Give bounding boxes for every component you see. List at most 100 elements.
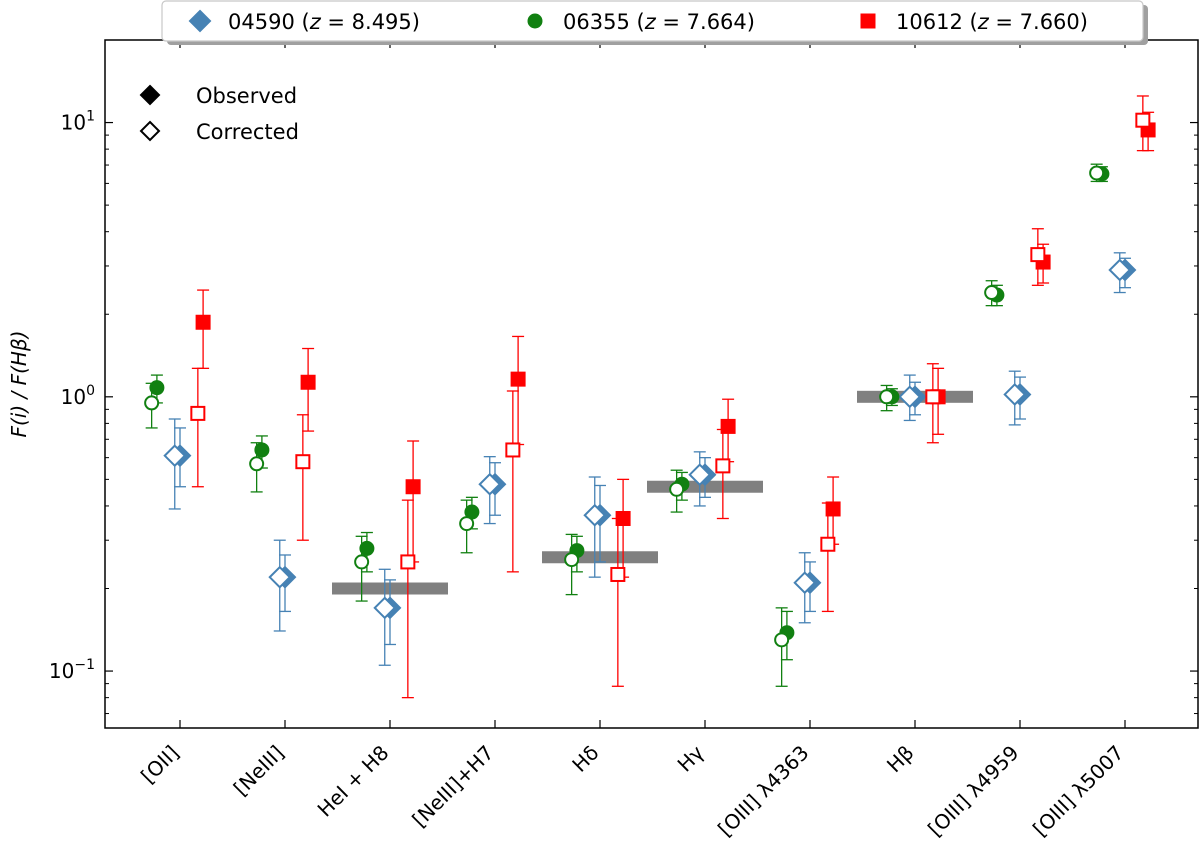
corrected-marker [898, 385, 922, 409]
data-point-10612 [405, 440, 421, 563]
corrected-marker [249, 456, 265, 472]
x-category-label: [OIII] λ4363 [713, 741, 814, 842]
data-point-10612 [715, 428, 731, 520]
legend-label-04590: 04590 (z = 8.495) [228, 10, 420, 34]
data-point-04590 [163, 418, 187, 510]
corrected-marker [1030, 247, 1046, 263]
data-point-04590 [1003, 370, 1027, 426]
observed-marker [825, 501, 841, 517]
data-point-06355 [669, 469, 685, 513]
legend-marker-06355 [527, 13, 543, 29]
corrected-marker [144, 395, 160, 411]
data-point-06355 [144, 382, 160, 429]
corrected-legend-marker [139, 120, 161, 142]
corrected-marker [1108, 258, 1132, 282]
data-point-04590 [688, 451, 712, 507]
corrected-marker [793, 571, 817, 595]
data-point-04590 [793, 552, 817, 624]
data-point-06355 [354, 535, 370, 602]
corrected-marker [610, 566, 626, 582]
corrected-marker [295, 454, 311, 470]
data-point-04590 [583, 476, 607, 578]
data-point-10612 [195, 289, 211, 369]
series-legend: 04590 (z = 8.495) 06355 (z = 7.664) 10612 … [161, 0, 1148, 45]
legend-label-06355: 06355 (z = 7.664) [563, 10, 755, 34]
data-point-10612 [1135, 95, 1151, 152]
data-point-10612 [925, 363, 941, 444]
data-point-04590 [1108, 252, 1132, 294]
plot-area [105, 40, 1198, 728]
corrected-marker [354, 554, 370, 570]
x-category-label: Hγ [673, 740, 709, 776]
corrected-marker [669, 481, 685, 497]
x-category-label: HeI + H8 [313, 741, 394, 822]
corrected-marker [1003, 383, 1027, 406]
corrected-marker [564, 552, 580, 568]
data-point-04590 [478, 456, 502, 525]
corrected-marker [268, 565, 292, 589]
corrected-marker [478, 472, 502, 496]
observed-marker [195, 314, 211, 330]
observed-marker [405, 479, 421, 495]
data-point-10612 [505, 390, 521, 573]
data-point-10612 [825, 476, 841, 545]
x-category-label: Hδ [567, 741, 603, 777]
corrected-marker [373, 596, 397, 620]
legend-marker-10612 [860, 13, 876, 29]
data-point-06355 [249, 442, 265, 493]
y-axis-label: F(i) / F(Hβ) [7, 330, 31, 437]
x-category-label: [NeIII]+H7 [407, 741, 498, 832]
observed-legend-label: Observed [196, 84, 297, 108]
x-category-label: Hβ [882, 741, 919, 778]
corrected-marker [400, 554, 416, 570]
data-point-06355 [984, 280, 1000, 307]
data-point-10612 [510, 335, 526, 446]
corrected-marker [715, 458, 731, 474]
corrected-marker [774, 632, 790, 648]
corrected-legend-label: Corrected [196, 120, 299, 144]
observed-legend-marker [139, 84, 161, 106]
legend-label-10612: 10612 (z = 7.660) [896, 10, 1088, 34]
corrected-marker [505, 442, 521, 458]
corrected-marker [984, 285, 1000, 301]
observed-marker [149, 380, 165, 396]
data-point-06355 [879, 384, 895, 412]
corrected-marker [925, 389, 941, 405]
data-point-06355 [774, 607, 790, 687]
observed-marker [720, 418, 736, 434]
corrected-marker [879, 389, 895, 405]
data-point-10612 [295, 414, 311, 541]
corrected-marker [820, 536, 836, 552]
corrected-marker [1089, 165, 1105, 181]
data-points [144, 95, 1156, 699]
x-category-label: [OIII] λ4959 [923, 741, 1024, 842]
data-point-04590 [373, 568, 397, 666]
data-point-10612 [400, 499, 416, 699]
corrected-marker [459, 516, 475, 532]
corrected-marker [583, 503, 607, 527]
data-point-10612 [1030, 228, 1046, 286]
data-point-04590 [268, 539, 292, 632]
y-axis-title: F(i) / F(Hβ) [7, 330, 31, 437]
data-point-10612 [190, 367, 206, 488]
legend-box [161, 0, 1144, 42]
data-point-06355 [1089, 163, 1105, 183]
y-tick-label: 100 [61, 383, 95, 409]
observed-marker [254, 442, 270, 458]
observed-marker [510, 371, 526, 387]
y-tick-label: 10−1 [49, 657, 95, 683]
legend-marker-04590 [188, 9, 212, 33]
corrected-marker [1135, 112, 1151, 128]
x-category-label: [OII] [136, 741, 183, 788]
data-point-06355 [564, 533, 580, 596]
observed-marker [300, 374, 316, 390]
data-point-04590 [898, 374, 922, 422]
corrected-marker [190, 405, 206, 421]
corrected-marker [688, 463, 712, 487]
corrected-marker [163, 444, 187, 468]
data-point-10612 [820, 502, 836, 613]
x-category-label: [OIII] λ5007 [1028, 741, 1129, 842]
x-category-label: [NeIII] [229, 741, 289, 801]
observed-marker [359, 540, 375, 556]
